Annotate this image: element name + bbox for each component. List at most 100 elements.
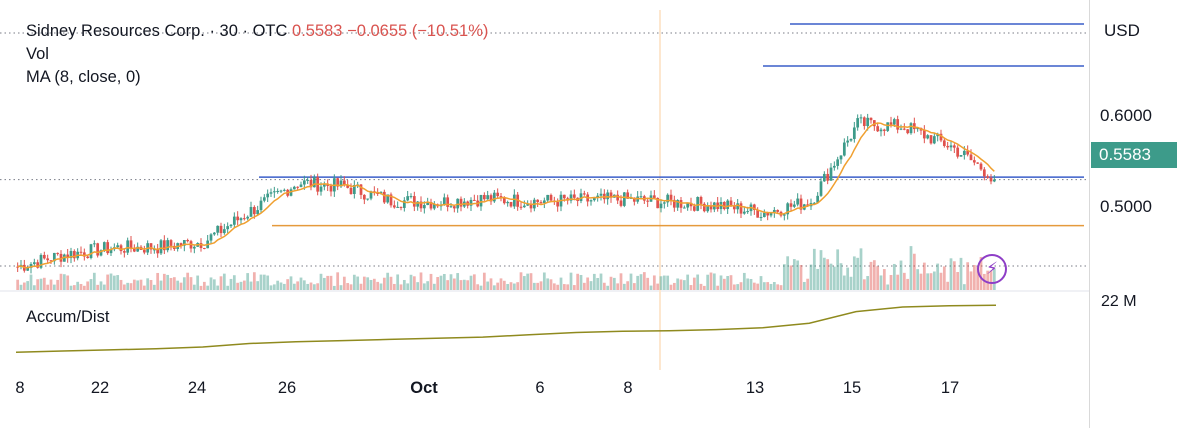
volume-bar (639, 274, 643, 290)
volume-bar (416, 282, 420, 290)
volume-bar (569, 272, 573, 290)
volume-bar (662, 275, 666, 290)
volume-bar (129, 283, 133, 290)
volume-bar (286, 279, 290, 290)
volume-bar (496, 282, 500, 290)
candle-body (232, 216, 236, 225)
volume-bar (326, 275, 330, 290)
lightning-icon[interactable]: ⚡ (977, 254, 1007, 284)
ma-indicator-label[interactable]: MA (8, close, 0) (26, 68, 141, 86)
volume-bar (509, 282, 513, 290)
volume-bar (706, 274, 710, 290)
candle-body (639, 196, 643, 198)
volume-bar (579, 274, 583, 290)
volume-bar (709, 272, 713, 290)
candle-body (429, 202, 433, 209)
candle-body (962, 150, 966, 156)
volume-bar (482, 272, 486, 290)
price-tick-0500: 0.5000 (1100, 197, 1152, 216)
volume-bar (756, 283, 760, 290)
volume-bar (56, 279, 60, 290)
volume-bar (306, 283, 310, 290)
candle-body (782, 214, 786, 216)
candle-body (152, 249, 156, 251)
candle-body (979, 163, 983, 170)
volume-bar (86, 281, 90, 290)
volume-bar (832, 266, 836, 290)
volume-bar (939, 272, 943, 290)
volume-bar (889, 274, 893, 290)
volume-bar (342, 276, 346, 290)
volume-bar (826, 259, 830, 290)
candle-body (409, 196, 413, 198)
volume-bar (32, 285, 36, 290)
candle-body (672, 199, 676, 208)
volume-bar (266, 275, 270, 290)
candle-body (839, 155, 843, 160)
volume-bar (902, 272, 906, 290)
volume-bar (686, 274, 690, 290)
candle-body (406, 196, 410, 201)
candle-body (389, 194, 393, 206)
volume-bar (836, 249, 840, 290)
candle-body (392, 205, 396, 208)
volume-bar (559, 277, 563, 290)
currency-label[interactable]: USD (1104, 21, 1140, 40)
volume-bar (506, 284, 510, 290)
candle-body (836, 159, 840, 166)
volume-bar (952, 261, 956, 290)
volume-bar (16, 279, 20, 290)
candle-body (956, 147, 960, 157)
volume-bar (246, 273, 250, 290)
volume-bar (539, 281, 543, 290)
candle-body (826, 173, 830, 181)
candle-body (656, 197, 660, 209)
volume-bar (906, 278, 910, 290)
candle-body (269, 192, 273, 194)
candle-body (519, 206, 523, 208)
price-tick-0600: 0.6000 (1100, 106, 1152, 125)
volume-bar (332, 285, 336, 290)
candle-body (486, 195, 490, 200)
volume-bar (296, 281, 300, 290)
volume-bar (386, 272, 390, 290)
candle-body (186, 240, 190, 242)
volume-bar (916, 269, 920, 290)
volume-bar (226, 285, 230, 290)
candle-body (989, 177, 993, 182)
symbol-name[interactable]: Sidney Resources Corp. (26, 22, 205, 40)
volume-bar (22, 282, 26, 290)
volume-bar (576, 273, 580, 290)
candle-body (472, 199, 476, 201)
volume-bar (336, 272, 340, 290)
volume-bar (176, 280, 180, 290)
candle-body (506, 202, 510, 204)
candle-body (179, 243, 183, 246)
accum-dist-label[interactable]: Accum/Dist (26, 308, 110, 326)
candle-body (916, 127, 920, 130)
volume-bar (206, 285, 210, 290)
candle-body (752, 204, 756, 210)
volume-bar (276, 280, 280, 290)
volume-bar (202, 281, 206, 290)
volume-bar (846, 267, 850, 290)
candle-body (849, 138, 853, 141)
volume-indicator-label[interactable]: Vol (26, 45, 49, 63)
interval[interactable]: 30 (219, 22, 238, 40)
volume-bar (452, 278, 456, 290)
volume-bar (196, 275, 200, 290)
volume-bar (582, 282, 586, 290)
volume-bar (676, 278, 680, 290)
price-change: −0.0655 (347, 22, 408, 40)
candle-body (446, 197, 450, 207)
volume-bar (169, 277, 173, 290)
volume-bar (462, 279, 466, 290)
volume-bar (966, 262, 970, 290)
candle-body (349, 187, 353, 194)
candle-body (239, 218, 243, 221)
candle-body (129, 240, 133, 249)
price-axis[interactable] (1089, 0, 1199, 428)
volume-bar (42, 277, 46, 290)
candle-body (512, 194, 516, 207)
